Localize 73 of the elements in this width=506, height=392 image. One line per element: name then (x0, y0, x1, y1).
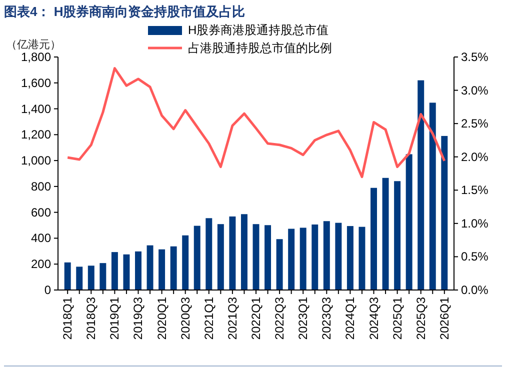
bar (64, 262, 71, 290)
y2-tick-label: 1.0% (461, 216, 489, 230)
bar (418, 80, 424, 290)
legend-label: 占港股通持股总市值的比例 (188, 41, 332, 55)
bar (100, 263, 106, 290)
bar (182, 235, 189, 290)
bar (158, 249, 166, 290)
x-tick-label: 2026Q1 (437, 296, 452, 340)
bar (276, 239, 283, 290)
x-tick-label: 2022Q3 (272, 296, 287, 340)
x-tick-label: 2019Q3 (131, 296, 146, 340)
x-tick-label: 2020Q3 (178, 296, 192, 340)
x-tick-label: 2023Q1 (296, 296, 310, 340)
bar (252, 224, 260, 290)
bar (229, 216, 236, 290)
y2-tick-label: 0.5% (461, 250, 489, 264)
y-tick-label: 600 (30, 205, 52, 220)
bar (323, 221, 330, 290)
y-tick-label: 1,000 (20, 154, 52, 168)
y-tick-label: 1,800 (20, 50, 52, 64)
y-tick-label: 200 (30, 257, 52, 272)
x-tick-label: 2025Q1 (390, 296, 404, 340)
y2-tick-label: 3.0% (461, 83, 489, 98)
bar (264, 225, 272, 290)
bar (217, 224, 224, 290)
y2-tick-label: 3.5% (461, 50, 489, 64)
chart-title: 图表4： H股券商南向资金持股市值及占比 (4, 4, 246, 19)
x-tick-label: 2021Q1 (202, 296, 216, 340)
y-tick-label: 0 (44, 283, 52, 297)
legend-label: H股券商港股通持股总市值 (188, 23, 329, 37)
bar (194, 226, 200, 290)
y-axis-title: （亿港元） (6, 38, 61, 51)
x-tick-label: 2019Q1 (108, 296, 122, 340)
bar (288, 228, 295, 290)
y-tick-label: 1,200 (20, 128, 52, 142)
bar (76, 266, 83, 290)
x-tick-label: 2022Q1 (249, 296, 263, 340)
bar (441, 136, 448, 290)
bar (240, 214, 248, 290)
bar (406, 154, 412, 290)
x-tick-label: 2025Q3 (414, 296, 428, 340)
bar (370, 188, 377, 290)
y-tick-label: 400 (30, 231, 52, 246)
y2-tick-label: 2.5% (461, 116, 489, 131)
x-tick-label: 2024Q3 (366, 296, 381, 340)
bar (146, 245, 154, 290)
bar (394, 181, 401, 290)
x-tick-label: 2023Q3 (320, 296, 334, 340)
y2-tick-label: 1.5% (461, 183, 489, 198)
line-series (66, 67, 446, 178)
bar (88, 266, 94, 290)
y2-tick-label: 2.0% (461, 150, 489, 164)
y-tick-label: 1,600 (20, 76, 52, 90)
x-tick-label: 2021Q3 (225, 296, 240, 340)
bar (312, 224, 318, 290)
bar (170, 246, 177, 290)
bar (300, 228, 306, 290)
y-tick-label: 800 (30, 179, 52, 194)
bar (123, 254, 130, 290)
bar (335, 222, 342, 290)
bar (111, 252, 118, 290)
x-tick-label: 2018Q1 (60, 296, 75, 340)
x-tick-label: 2018Q3 (84, 296, 98, 340)
y-tick-label: 1,400 (20, 102, 52, 116)
bar (206, 218, 212, 290)
bar (346, 226, 354, 290)
bar (135, 251, 142, 290)
bar (429, 102, 436, 290)
x-tick-label: 2020Q1 (154, 296, 169, 340)
x-tick-label: 2024Q1 (343, 296, 358, 340)
y2-tick-label: 0.0% (461, 283, 489, 297)
bar (382, 178, 389, 290)
bar (358, 226, 366, 290)
